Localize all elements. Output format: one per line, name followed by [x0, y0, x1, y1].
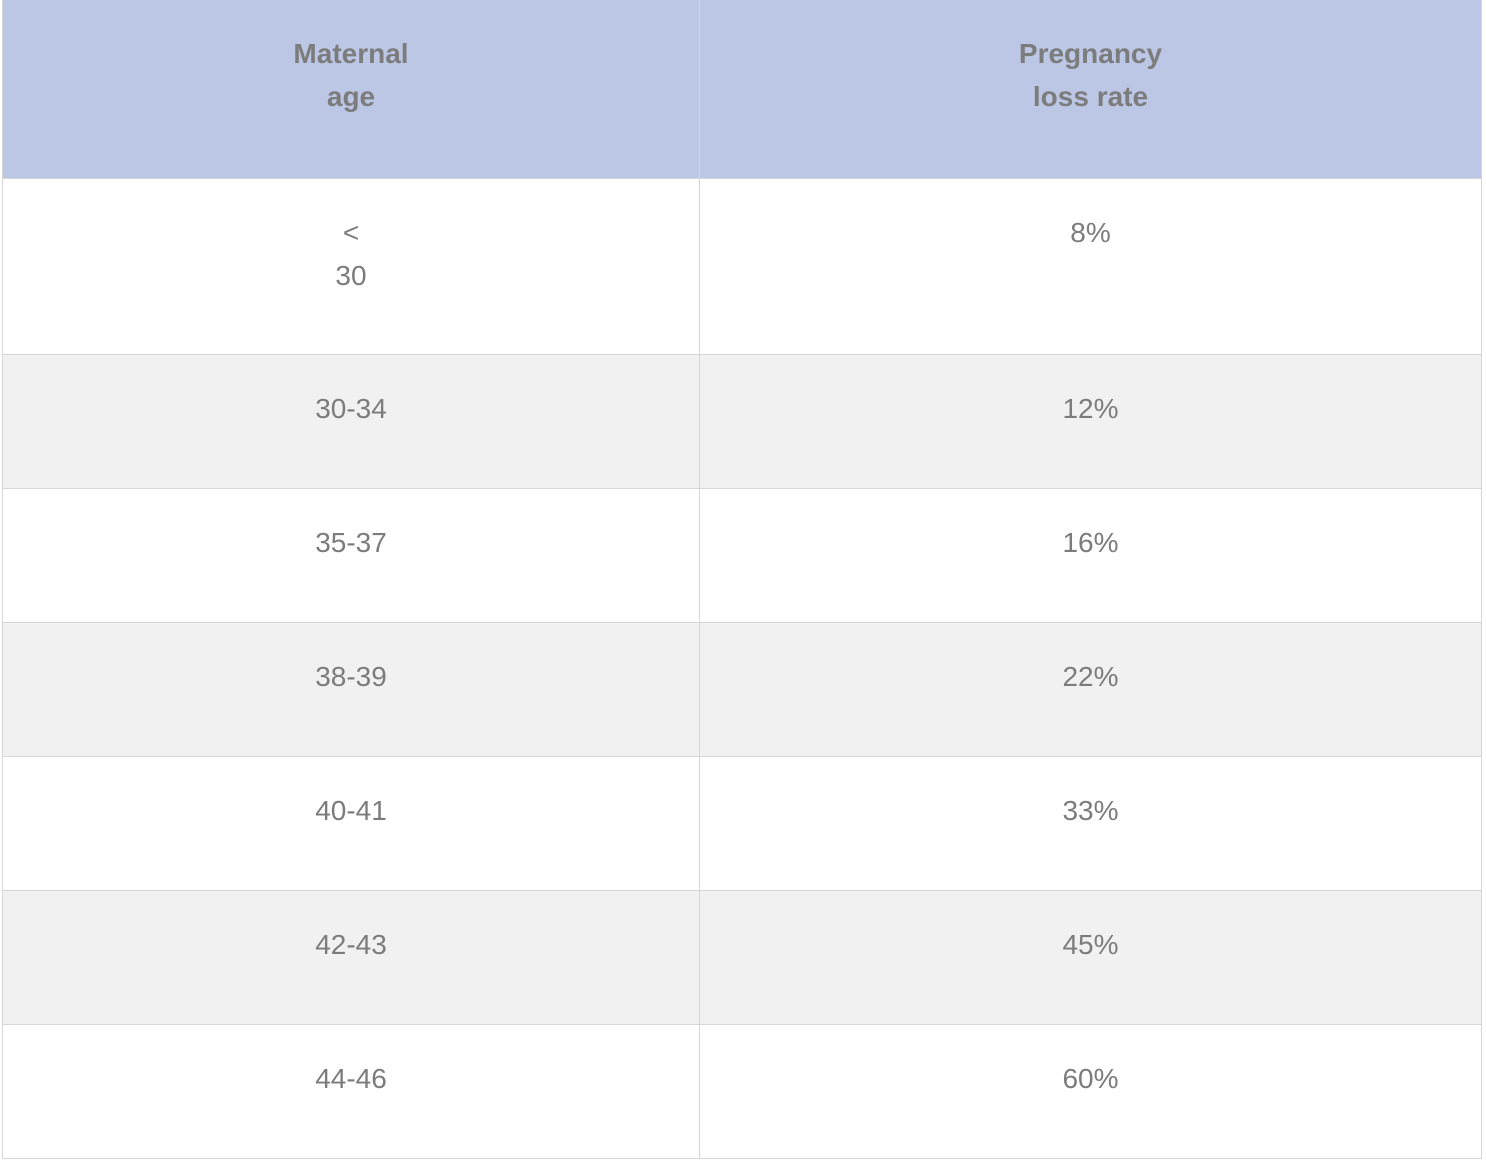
header-row: Maternal age Pregnancy loss rate — [2, 0, 1482, 179]
rate-cell: 33% — [699, 755, 1482, 891]
rate-cell: 22% — [699, 621, 1482, 757]
age-cell-line1: < — [342, 216, 360, 248]
table-row: 40-41 33% — [2, 755, 1482, 891]
age-cell: 40-41 — [2, 755, 700, 891]
table-row: < 30 8% — [2, 177, 1482, 355]
header-maternal-age-line2: age — [326, 81, 376, 112]
table-row: 35-37 16% — [2, 487, 1482, 623]
age-cell: < 30 — [2, 177, 700, 355]
header-pregnancy-loss-rate-line1: Pregnancy — [1018, 38, 1163, 69]
table-row: 30-34 12% — [2, 353, 1482, 489]
table-row: 42-43 45% — [2, 889, 1482, 1025]
table-body: < 30 8% 30-34 12% 35-37 16% 38-39 22% 40… — [2, 177, 1482, 1159]
rate-cell: 16% — [699, 487, 1482, 623]
age-cell: 30-34 — [2, 353, 700, 489]
rate-cell: 45% — [699, 889, 1482, 1025]
age-cell: 38-39 — [2, 621, 700, 757]
header-maternal-age: Maternal age — [2, 0, 700, 179]
age-cell: 35-37 — [2, 487, 700, 623]
age-cell-line2: 30 — [335, 259, 367, 291]
table-row: 44-46 60% — [2, 1023, 1482, 1159]
table-header: Maternal age Pregnancy loss rate — [2, 0, 1482, 179]
rate-cell: 8% — [699, 177, 1482, 355]
rate-cell: 12% — [699, 353, 1482, 489]
age-cell: 44-46 — [2, 1023, 700, 1159]
header-maternal-age-line1: Maternal — [293, 38, 409, 69]
table-row: 38-39 22% — [2, 621, 1482, 757]
age-cell: 42-43 — [2, 889, 700, 1025]
rate-cell: 60% — [699, 1023, 1482, 1159]
header-pregnancy-loss-rate: Pregnancy loss rate — [699, 0, 1482, 179]
header-pregnancy-loss-rate-line2: loss rate — [1032, 81, 1149, 112]
